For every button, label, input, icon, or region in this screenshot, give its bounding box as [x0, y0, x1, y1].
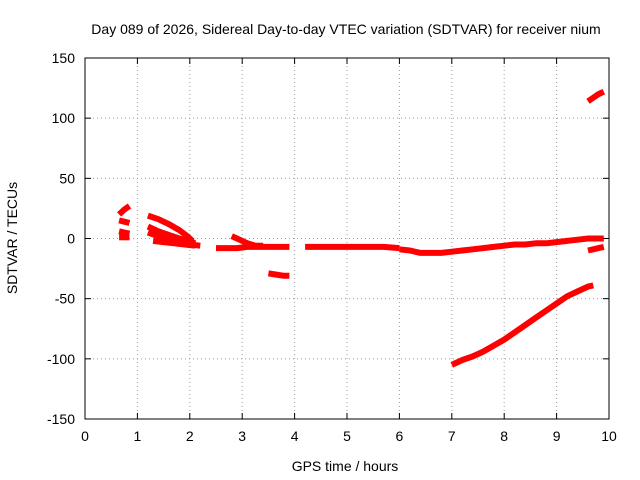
x-axis-label: GPS time / hours: [292, 458, 399, 474]
x-tick-label: 0: [81, 428, 89, 444]
y-tick-label: -100: [47, 351, 75, 367]
x-tick-label: 3: [238, 428, 246, 444]
x-tick-label: 7: [448, 428, 456, 444]
series-line: [118, 228, 131, 237]
x-tick-label: 6: [396, 428, 404, 444]
x-tick-label: 10: [601, 428, 617, 444]
series-line: [450, 282, 594, 368]
y-tick-label: 100: [52, 110, 76, 126]
y-tick-label: 0: [67, 231, 75, 247]
y-tick-label: -50: [55, 291, 75, 307]
data-series: [117, 88, 606, 368]
grid: [85, 58, 609, 419]
series-line: [117, 203, 132, 217]
x-tick-label: 9: [553, 428, 561, 444]
series-line: [267, 270, 290, 279]
y-tick-label: -150: [47, 411, 75, 427]
series-line: [587, 243, 605, 254]
series-line: [118, 217, 131, 226]
y-axis-label: SDTVAR / TECUs: [4, 182, 20, 294]
y-tick-label: 50: [59, 170, 75, 186]
series-line: [399, 235, 604, 256]
x-tick-label: 4: [291, 428, 299, 444]
series-line: [146, 212, 195, 244]
chart-title: Day 089 of 2026, Sidereal Day-to-day VTE…: [91, 21, 600, 37]
series-line: [152, 237, 196, 249]
x-tick-label: 8: [500, 428, 508, 444]
x-tick-label: 2: [186, 428, 194, 444]
series-line: [586, 88, 606, 104]
y-tick-label: 150: [52, 50, 76, 66]
x-tick-label: 5: [343, 428, 351, 444]
series-line: [146, 223, 197, 247]
series-line: [230, 233, 264, 249]
axes-ticks: 0 1 2 3 4 5 6 7 8 9 10 -150 -100 -50 0 50 100 150: [47, 50, 617, 444]
series-line: [305, 243, 400, 252]
x-tick-label: 1: [134, 428, 142, 444]
